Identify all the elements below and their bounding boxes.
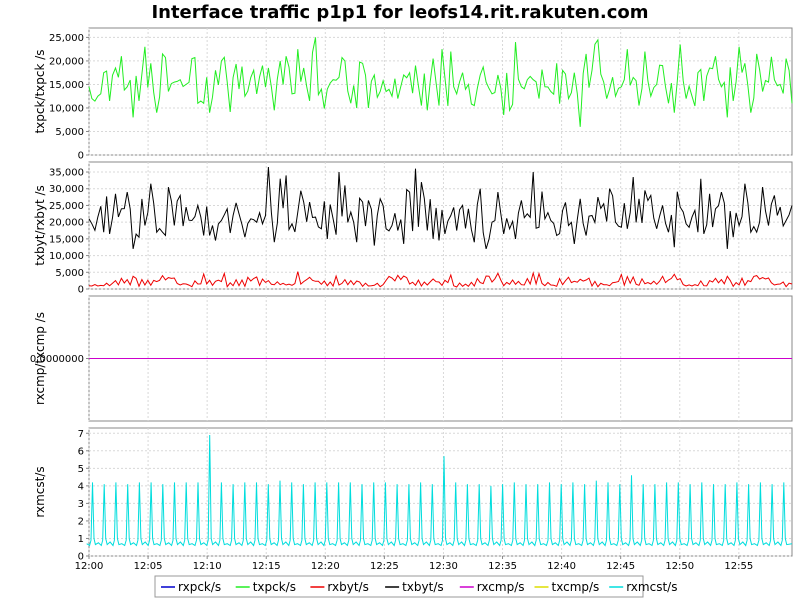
- plot-area-4: [88, 427, 793, 557]
- y-tick-label: 15,000: [49, 234, 84, 245]
- x-tick-label: 12:00: [75, 561, 104, 572]
- legend-item: rxcmp/s: [477, 580, 525, 594]
- y-axis-label: txpck/txpck /s: [33, 49, 47, 133]
- x-tick-label: 12:40: [547, 561, 576, 572]
- chart-title: Interface traffic p1p1 for leofs14.rit.r…: [151, 2, 649, 23]
- x-tick-label: 12:25: [370, 561, 399, 572]
- y-tick-label: 0: [78, 285, 84, 296]
- series-line-rxmcst-s: [86, 434, 793, 547]
- plot-area-1: [88, 27, 793, 156]
- legend-item: txcmp/s: [552, 580, 600, 594]
- x-tick-label: 12:10: [193, 561, 222, 572]
- y-tick-label: 5: [78, 464, 84, 475]
- y-tick-label: 5,000: [55, 268, 84, 279]
- y-tick-label: 3: [78, 499, 84, 510]
- y-tick-label: 10,000: [49, 103, 84, 114]
- y-tick-label: 6: [78, 446, 84, 457]
- x-tick-label: 12:05: [134, 561, 163, 572]
- y-tick-label: 20,000: [49, 218, 84, 229]
- x-tick-label: 12:15: [252, 561, 281, 572]
- y-tick-label: 4: [78, 481, 84, 492]
- legend-item: rxpck/s: [178, 580, 221, 594]
- y-axis-label: rxcmp/txcmp /s: [33, 312, 47, 405]
- y-tick-label: 0.0000000: [30, 354, 84, 365]
- x-tick-label: 12:20: [311, 561, 340, 572]
- legend-item: txpck/s: [253, 580, 296, 594]
- y-tick-label: 25,000: [49, 201, 84, 212]
- y-tick-label: 35,000: [49, 168, 84, 179]
- legend-item: rxmcst/s: [626, 580, 677, 594]
- series-line-txpck-s: [88, 37, 793, 127]
- y-axis-label: rxmcst/s: [33, 466, 47, 517]
- y-tick-label: 15,000: [49, 80, 84, 91]
- y-axis-label: txbyt/rxbyt /s: [33, 185, 47, 266]
- y-tick-label: 0: [78, 552, 84, 563]
- y-tick-label: 7: [78, 429, 84, 440]
- x-tick-label: 12:35: [488, 561, 517, 572]
- x-tick-label: 12:30: [429, 561, 458, 572]
- y-tick-label: 20,000: [49, 56, 84, 67]
- y-tick-label: 1: [78, 534, 84, 545]
- x-tick-label: 12:55: [724, 561, 753, 572]
- y-tick-label: 2: [78, 516, 84, 527]
- x-tick-label: 12:45: [606, 561, 635, 572]
- y-tick-label: 5,000: [55, 127, 84, 138]
- plot-area-2: [88, 161, 793, 290]
- series-line-txbyt-s: [88, 166, 793, 250]
- series-line-rxbyt-s: [88, 271, 793, 288]
- x-tick-label: 12:50: [665, 561, 694, 572]
- y-tick-label: 10,000: [49, 251, 84, 262]
- y-tick-label: 0: [78, 151, 84, 162]
- y-tick-label: 25,000: [49, 33, 84, 44]
- legend-item: txbyt/s: [402, 580, 444, 594]
- legend-item: rxbyt/s: [327, 580, 368, 594]
- y-tick-label: 30,000: [49, 184, 84, 195]
